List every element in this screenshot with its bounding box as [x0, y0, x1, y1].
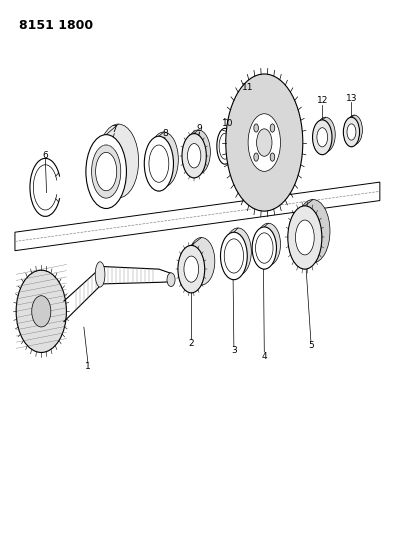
Ellipse shape — [256, 223, 280, 265]
Ellipse shape — [186, 130, 210, 174]
Ellipse shape — [252, 227, 277, 269]
Ellipse shape — [256, 129, 272, 156]
Text: 6: 6 — [42, 151, 48, 160]
Text: 13: 13 — [346, 94, 357, 103]
Ellipse shape — [270, 124, 275, 132]
Ellipse shape — [144, 136, 173, 191]
Text: 9: 9 — [196, 124, 202, 133]
Ellipse shape — [32, 296, 51, 327]
Ellipse shape — [254, 124, 259, 132]
Ellipse shape — [220, 232, 247, 280]
Ellipse shape — [224, 228, 251, 276]
Ellipse shape — [312, 120, 332, 155]
Ellipse shape — [98, 124, 139, 198]
Ellipse shape — [95, 262, 105, 287]
Ellipse shape — [317, 128, 328, 147]
Text: 8151 1800: 8151 1800 — [19, 19, 93, 31]
Polygon shape — [15, 182, 380, 251]
Text: 8: 8 — [162, 129, 168, 138]
Ellipse shape — [96, 152, 117, 191]
Text: 12: 12 — [316, 96, 328, 106]
Ellipse shape — [167, 273, 175, 287]
Text: 4: 4 — [261, 352, 267, 361]
Text: 3: 3 — [231, 346, 237, 356]
Ellipse shape — [343, 117, 360, 147]
Ellipse shape — [182, 134, 206, 178]
Ellipse shape — [270, 153, 275, 161]
Ellipse shape — [188, 238, 215, 285]
Ellipse shape — [92, 145, 121, 198]
Text: 10: 10 — [222, 118, 233, 127]
Text: 2: 2 — [189, 339, 194, 348]
Ellipse shape — [178, 245, 205, 293]
Ellipse shape — [288, 206, 322, 269]
Text: 7: 7 — [111, 125, 117, 134]
Ellipse shape — [347, 124, 356, 140]
Text: 11: 11 — [242, 83, 254, 92]
Ellipse shape — [16, 270, 67, 352]
Ellipse shape — [316, 117, 335, 152]
Ellipse shape — [149, 132, 178, 187]
Text: 5: 5 — [308, 341, 314, 350]
Ellipse shape — [296, 220, 314, 255]
Ellipse shape — [254, 153, 259, 161]
Ellipse shape — [226, 74, 303, 211]
Ellipse shape — [184, 256, 199, 282]
Ellipse shape — [346, 115, 363, 144]
Ellipse shape — [86, 135, 127, 208]
Ellipse shape — [248, 114, 280, 171]
Text: 1: 1 — [85, 362, 91, 371]
Ellipse shape — [187, 143, 201, 168]
Ellipse shape — [296, 199, 330, 263]
